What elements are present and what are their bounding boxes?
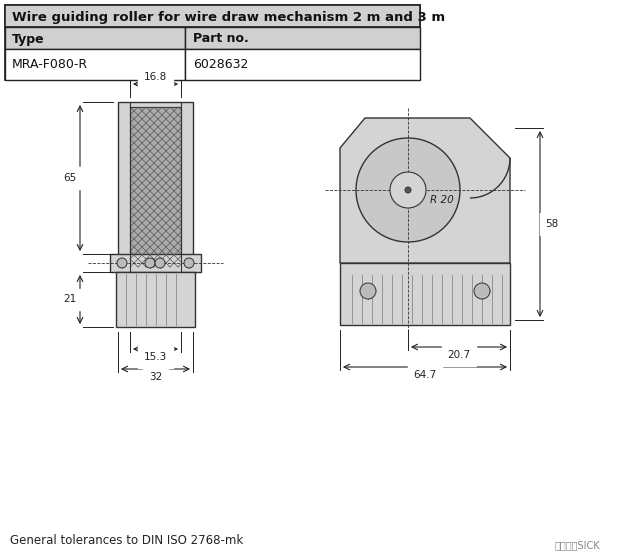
Bar: [5, 5, 420, 27]
Bar: [110, 254, 201, 272]
Text: 64.7: 64.7: [413, 370, 436, 380]
Circle shape: [360, 283, 376, 299]
Text: R 20: R 20: [430, 195, 454, 205]
Circle shape: [117, 258, 127, 268]
Circle shape: [155, 258, 165, 268]
Circle shape: [474, 283, 490, 299]
Polygon shape: [340, 118, 510, 263]
Text: General tolerances to DIN ISO 2768-mk: General tolerances to DIN ISO 2768-mk: [10, 533, 243, 546]
Circle shape: [184, 258, 194, 268]
Circle shape: [145, 258, 155, 268]
Text: 32: 32: [149, 372, 162, 382]
Text: 65: 65: [63, 173, 77, 183]
Circle shape: [356, 138, 460, 242]
Bar: [185, 27, 420, 49]
Bar: [118, 102, 193, 272]
Bar: [130, 107, 181, 267]
Bar: [5, 27, 185, 49]
Text: 15.3: 15.3: [144, 352, 167, 362]
Bar: [340, 263, 510, 325]
Text: 6028632: 6028632: [193, 59, 248, 71]
Text: Wire guiding roller for wire draw mechanism 2 m and 3 m: Wire guiding roller for wire draw mechan…: [12, 12, 445, 25]
Text: 16.8: 16.8: [144, 72, 167, 82]
Text: 58: 58: [545, 219, 559, 229]
Text: 德国西克SICK: 德国西克SICK: [555, 540, 600, 550]
Bar: [5, 49, 185, 80]
Text: Type: Type: [12, 32, 45, 46]
Bar: [5, 5, 420, 80]
Text: 21: 21: [63, 295, 77, 305]
Circle shape: [405, 187, 411, 193]
Text: Part no.: Part no.: [193, 32, 249, 46]
Bar: [185, 49, 420, 80]
Bar: [130, 107, 181, 267]
Text: 20.7: 20.7: [447, 350, 470, 360]
Circle shape: [390, 172, 426, 208]
Bar: [116, 272, 195, 327]
Text: MRA-F080-R: MRA-F080-R: [12, 59, 88, 71]
